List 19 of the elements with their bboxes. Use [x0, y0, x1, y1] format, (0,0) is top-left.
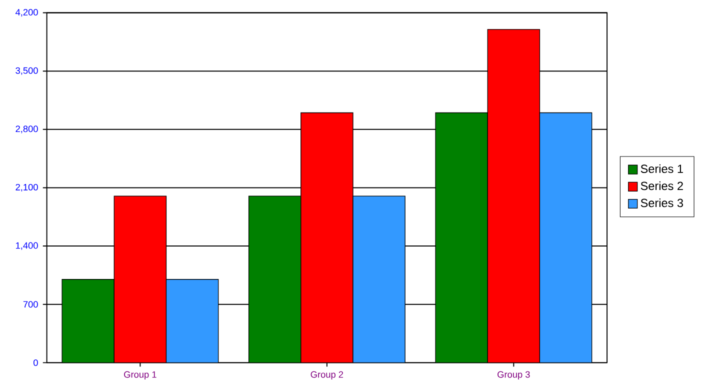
- x-tick-label: Group 1: [124, 371, 156, 380]
- legend-label: Series 3: [640, 198, 684, 208]
- legend-label: Series 2: [640, 181, 683, 190]
- y-tick-label: 1,400: [16, 242, 38, 250]
- bar: [435, 112, 488, 363]
- y-tick-label: 4,200: [16, 8, 38, 16]
- y-tick-label: 0: [34, 359, 38, 366]
- y-tick-label: 3,500: [16, 67, 38, 75]
- legend-label: Series 1: [640, 164, 683, 173]
- bar: [539, 112, 592, 363]
- y-tick-label: 2,100: [16, 184, 38, 192]
- bar: [352, 196, 406, 363]
- y-tick-label: 2,800: [16, 126, 38, 134]
- bar: [62, 278, 114, 363]
- y-tick-label: 700: [23, 301, 38, 308]
- x-tick-label: Group 2: [310, 371, 344, 380]
- bar: [166, 278, 219, 363]
- x-tick-label: Group 3: [498, 371, 530, 380]
- bar: [248, 196, 302, 363]
